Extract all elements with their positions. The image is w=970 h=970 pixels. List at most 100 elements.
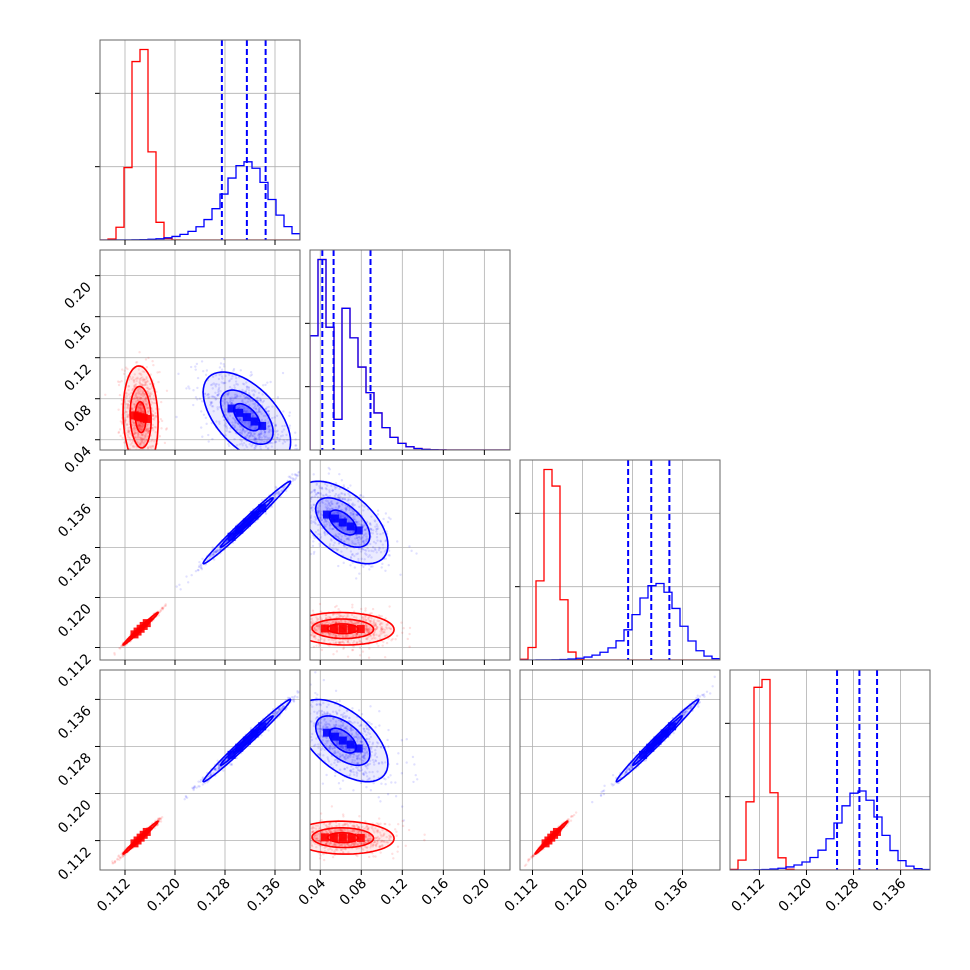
density-cell-blue-1-0-1 [235, 408, 244, 417]
ytick-label-1-2: 0.12 [61, 361, 94, 394]
xtick-label-3-2: 0.128 [823, 876, 863, 916]
hist-red-3 [730, 678, 930, 870]
ytick-label-3-1: 0.120 [55, 797, 95, 837]
xtick-label-2-3: 0.136 [652, 875, 692, 915]
xtick-label-2-1: 0.120 [552, 876, 592, 916]
frame-1-1 [309, 249, 511, 451]
ytick-label-3-3: 0.136 [55, 703, 95, 743]
panel-3-1: 0.04 0.08 0.12 0.16 0.20 [296, 669, 511, 909]
density-cell-blue-3-0-1 [235, 743, 244, 752]
density-cell-blue-3-0-0 [227, 750, 236, 759]
frame-3-0 [99, 669, 301, 871]
xtick-label-2-0: 0.112 [502, 876, 542, 916]
xtick-label-1-4: 0.20 [460, 876, 493, 909]
density-cell-blue-3-1-0 [323, 728, 332, 737]
xtick-label-3-3: 0.136 [870, 875, 910, 915]
density-cell-red-2-1-1 [329, 624, 338, 633]
frame-0-0 [99, 39, 301, 241]
density-cell-red-2-1-2 [338, 624, 347, 633]
frame-3-2 [519, 669, 721, 871]
density-cell-blue-2-0-2 [242, 518, 251, 527]
xtick-label-2-2: 0.128 [602, 876, 642, 916]
ytick-label-2-3: 0.136 [55, 501, 95, 541]
density-cell-blue-1-0-4 [258, 421, 267, 430]
panel-3-2: 0.112 0.120 0.128 0.136 [502, 669, 721, 916]
density-cell-red-3-1-4 [356, 833, 365, 842]
density-cell-blue-1-0-0 [227, 404, 236, 413]
panel-2-1 [309, 459, 511, 665]
panel-1-0: 0.04 0.08 0.12 0.16 0.20 [61, 249, 301, 477]
frame-3-1 [309, 669, 511, 871]
hist-blue-1 [310, 258, 510, 450]
xtick-label-1-0: 0.04 [296, 875, 329, 908]
frame-3-3 [729, 669, 931, 871]
density-cell-red-3-0-4 [142, 827, 151, 836]
density-cell-blue-3-1-2 [338, 736, 347, 745]
density-cell-blue-3-2-1 [646, 743, 655, 752]
density-cell-red-2-1-0 [320, 624, 329, 633]
ytick-label-2-1: 0.120 [55, 601, 95, 641]
ytick-label-2-2: 0.128 [55, 551, 95, 591]
density-cell-blue-2-1-2 [338, 518, 347, 527]
hist-red-2 [520, 468, 720, 660]
xtick-label-1-1: 0.08 [337, 876, 370, 909]
density-cell-red-2-0-4 [142, 619, 151, 628]
density-cell-blue-3-0-2 [242, 736, 251, 745]
hist-blue-0 [100, 161, 300, 240]
density-cell-blue-1-0-2 [242, 413, 251, 422]
frame-2-2 [519, 459, 721, 661]
panel-3-3: 0.112 0.120 0.128 0.136 [725, 669, 931, 916]
density-cell-blue-3-2-3 [660, 729, 669, 738]
ytick-label-1-0: 0.04 [61, 443, 94, 476]
xtick-label-1-3: 0.16 [419, 875, 452, 908]
xtick-label-0-3: 0.136 [244, 875, 284, 915]
density-cell-blue-1-0-3 [250, 417, 259, 426]
hist-blue-2 [520, 582, 720, 660]
scatter-red-1-0 [104, 350, 169, 450]
density-cell-blue-3-2-4 [667, 722, 676, 731]
frame-2-0 [99, 459, 301, 661]
density-cell-blue-3-0-3 [250, 729, 259, 738]
density-cell-blue-2-0-3 [250, 511, 259, 520]
xtick-label-1-2: 0.12 [378, 876, 411, 909]
density-cell-blue-2-1-4 [354, 526, 363, 535]
density-cell-blue-3-2-0 [639, 750, 648, 759]
panel-1-1 [305, 249, 511, 455]
density-cell-red-1-0-4 [142, 414, 151, 423]
hist-blue-3 [730, 790, 930, 870]
panel-2-0: 0.112 0.120 0.128 0.136 [55, 459, 301, 691]
density-cell-blue-2-1-3 [346, 522, 355, 531]
density-cell-red-3-1-2 [338, 833, 347, 842]
density-cell-blue-2-0-0 [227, 532, 236, 541]
ytick-label-1-3: 0.16 [61, 320, 94, 353]
panel-2-2 [515, 459, 721, 665]
density-cell-red-3-1-0 [320, 833, 329, 842]
density-cell-red-2-1-3 [347, 624, 356, 633]
density-cell-blue-3-1-3 [346, 740, 355, 749]
density-cell-red-3-2-4 [552, 827, 561, 836]
hist-red-1 [310, 258, 510, 450]
frame-2-1 [309, 459, 511, 661]
ytick-label-1-1: 0.08 [61, 402, 94, 435]
xtick-label-3-1: 0.120 [776, 876, 816, 916]
density-cell-blue-3-1-4 [354, 744, 363, 753]
ytick-label-1-4: 0.20 [61, 279, 94, 312]
density-cell-blue-2-1-0 [323, 510, 332, 519]
ytick-label-3-2: 0.128 [55, 750, 95, 790]
xtick-label-0-2: 0.128 [194, 876, 234, 916]
density-cell-blue-3-2-2 [653, 736, 662, 745]
density-cell-red-2-1-4 [356, 625, 365, 634]
ytick-label-2-0: 0.112 [55, 651, 95, 691]
density-cell-red-3-1-1 [329, 833, 338, 842]
xtick-label-0-1: 0.120 [144, 876, 184, 916]
density-cell-red-3-1-3 [347, 833, 356, 842]
hist-red-0 [100, 48, 300, 240]
xtick-label-3-0: 0.112 [729, 876, 769, 916]
ytick-label-3-0: 0.112 [55, 844, 95, 884]
frame-1-0 [99, 249, 301, 451]
density-cell-blue-3-1-1 [330, 732, 339, 741]
density-cell-blue-2-0-4 [258, 504, 267, 513]
density-cell-blue-2-1-1 [330, 514, 339, 523]
